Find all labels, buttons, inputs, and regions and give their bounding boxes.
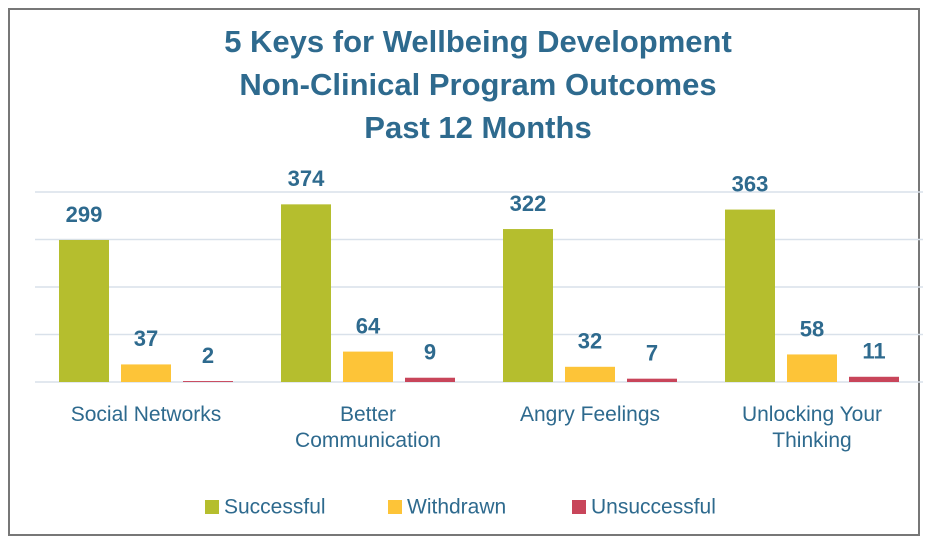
- data-label: 363: [732, 171, 769, 196]
- chart-title: Past 12 Months: [364, 110, 591, 145]
- bar: [787, 354, 837, 382]
- data-label: 299: [66, 202, 103, 227]
- x-tick-label: Angry Feelings: [519, 403, 661, 426]
- legend-label: Withdrawn: [407, 496, 506, 519]
- bar: [627, 378, 677, 382]
- bar: [503, 229, 553, 382]
- bar: [59, 239, 109, 382]
- data-label: 37: [134, 326, 158, 351]
- x-tick-label: Social Networks: [70, 403, 222, 426]
- bar: [725, 209, 775, 382]
- bar: [121, 364, 171, 382]
- bar: [405, 377, 455, 382]
- bar: [281, 204, 331, 382]
- chart-title: Non-Clinical Program Outcomes: [239, 67, 716, 102]
- chart-title: 5 Keys for Wellbeing Development: [224, 24, 732, 59]
- data-label: 11: [862, 339, 885, 364]
- legend-swatch: [388, 500, 402, 514]
- data-label: 32: [578, 329, 602, 354]
- data-label: 64: [356, 313, 381, 338]
- data-label: 9: [424, 340, 436, 365]
- data-label: 58: [800, 316, 824, 341]
- bar: [343, 351, 393, 382]
- bar: [565, 366, 615, 382]
- legend-label: Successful: [224, 496, 326, 519]
- data-label: 2: [202, 343, 214, 368]
- x-tick-label: Better Communication: [295, 403, 441, 452]
- data-label: 322: [510, 191, 547, 216]
- legend-swatch: [572, 500, 586, 514]
- bar: [183, 381, 233, 382]
- legend-label: Unsuccessful: [591, 496, 716, 519]
- data-label: 7: [646, 340, 658, 365]
- legend-swatch: [205, 500, 219, 514]
- bar: [849, 376, 899, 382]
- data-label: 374: [288, 166, 325, 191]
- x-tick-label: Unlocking Your Thinking: [741, 403, 883, 452]
